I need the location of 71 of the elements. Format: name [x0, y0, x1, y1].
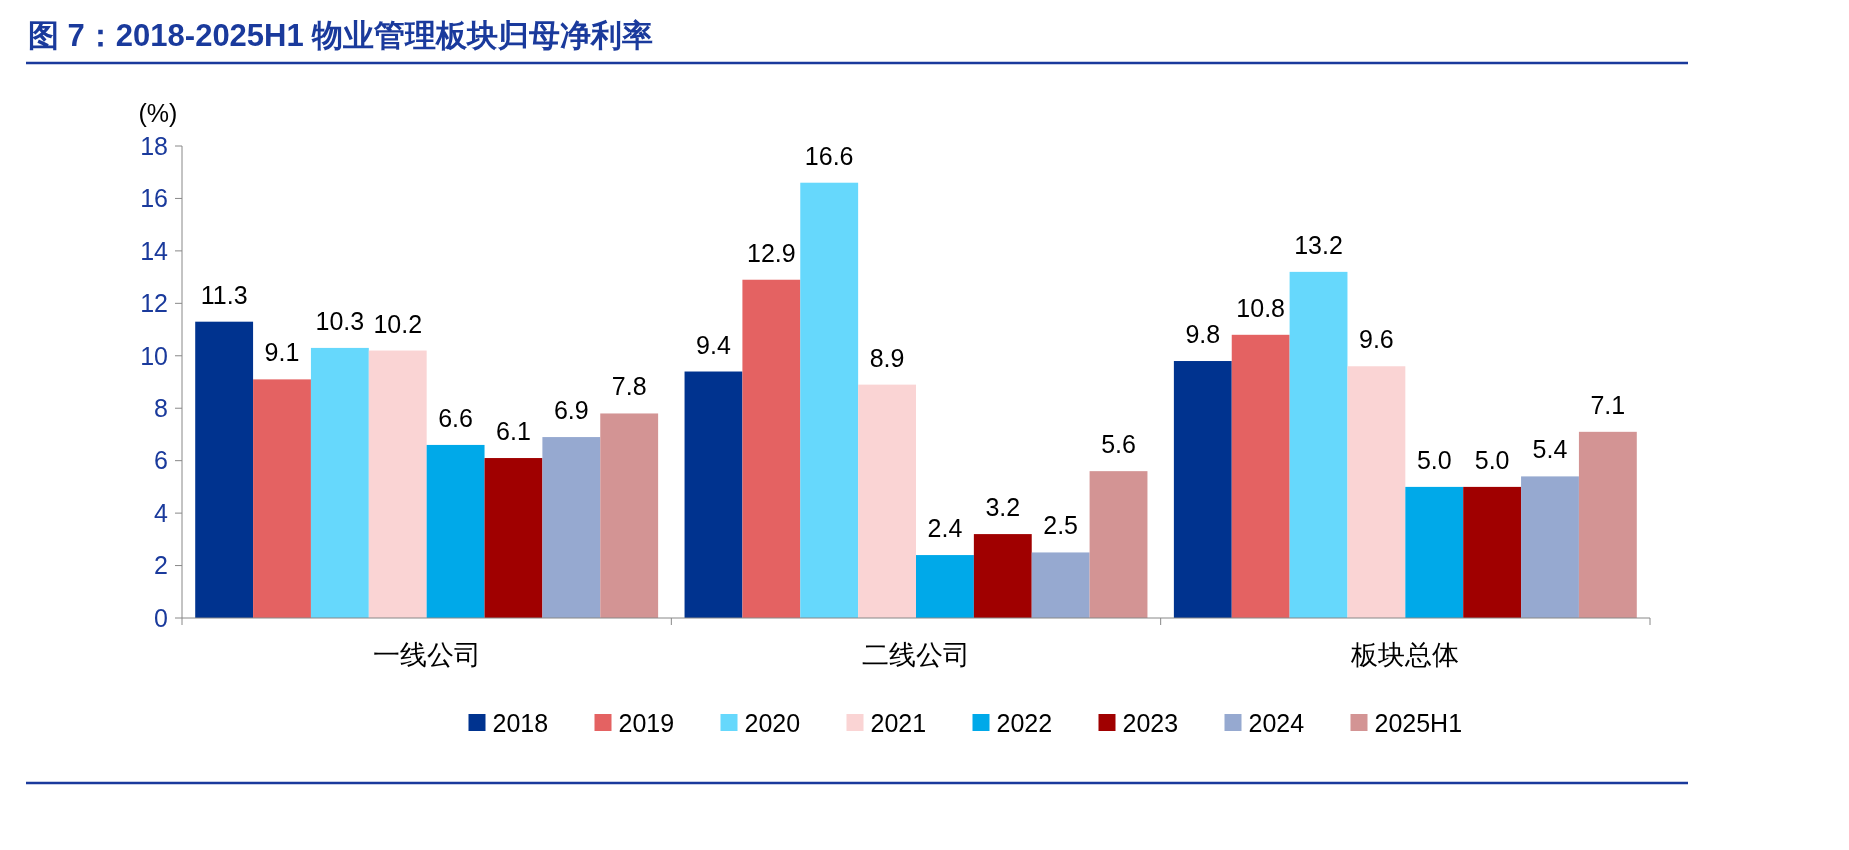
x-tick-label: 板块总体	[1350, 640, 1460, 670]
data-label: 5.0	[1416, 445, 1452, 474]
bar	[1521, 476, 1579, 618]
bar	[1405, 486, 1464, 618]
y-tick-label: 0	[154, 603, 168, 632]
y-tick-label: 10	[140, 341, 168, 370]
bar	[426, 444, 485, 618]
data-label: 10.2	[373, 309, 423, 338]
data-label: 10.3	[315, 306, 365, 335]
bar	[310, 347, 369, 618]
data-label: 10.8	[1236, 293, 1286, 322]
y-tick-label: 6	[154, 446, 168, 475]
data-label: 9.1	[264, 338, 300, 367]
data-label: 5.4	[1532, 435, 1568, 464]
bar	[600, 413, 659, 618]
bar	[916, 555, 974, 618]
y-tick-label: 2	[154, 551, 168, 580]
bar	[195, 321, 254, 618]
legend-label: 2024	[1248, 708, 1305, 737]
y-tick-label: 16	[140, 184, 168, 213]
bar	[1173, 361, 1232, 618]
data-label: 7.1	[1590, 390, 1626, 419]
data-label: 5.0	[1474, 445, 1510, 474]
bar	[1578, 431, 1637, 618]
bar	[684, 371, 743, 618]
legend-label: 2019	[618, 708, 675, 737]
legend-label: 2021	[870, 708, 927, 737]
data-label: 6.1	[496, 417, 531, 446]
data-label: 2.5	[1043, 511, 1079, 540]
data-label: 6.9	[553, 396, 589, 425]
bar	[542, 437, 601, 618]
y-tick-label: 18	[140, 131, 168, 160]
x-tick-label: 二线公司	[862, 640, 970, 670]
data-label: 5.6	[1101, 430, 1136, 459]
data-label: 11.3	[200, 280, 248, 309]
bar	[858, 384, 916, 618]
y-tick-label: 8	[154, 393, 168, 422]
data-label: 7.8	[611, 372, 647, 401]
bar	[800, 182, 859, 618]
data-label: 13.2	[1294, 230, 1343, 259]
data-label: 16.6	[804, 141, 854, 170]
bar	[368, 350, 427, 618]
legend-label: 2018	[492, 708, 549, 737]
data-label: 2.4	[927, 514, 963, 543]
data-label: 6.6	[438, 403, 473, 432]
bar	[484, 458, 543, 618]
bar	[253, 379, 311, 618]
data-label: 3.2	[985, 493, 1021, 522]
legend-label: 2025H1	[1374, 708, 1463, 737]
x-tick-label: 一线公司	[372, 640, 481, 670]
bar	[1289, 271, 1348, 618]
bar	[742, 279, 801, 618]
legend-label: 2022	[996, 708, 1053, 737]
y-axis-title: (%)	[138, 99, 178, 127]
data-label: 8.9	[869, 343, 905, 372]
bar	[973, 534, 1032, 618]
bar	[1347, 366, 1406, 618]
data-label: 9.6	[1359, 325, 1394, 354]
legend-label: 2020	[744, 708, 801, 737]
legend-label: 2023	[1122, 708, 1179, 737]
bar	[1031, 552, 1090, 618]
bar	[1231, 334, 1290, 618]
y-tick-label: 4	[154, 498, 169, 527]
bar	[1463, 486, 1522, 618]
y-tick-label: 12	[140, 289, 168, 318]
y-tick-label: 14	[140, 236, 169, 265]
bar	[1089, 471, 1148, 618]
chart-title: 图 7：2018-2025H1 物业管理板块归母净利率	[28, 18, 654, 53]
data-label: 9.8	[1185, 320, 1221, 349]
data-label: 12.9	[747, 238, 796, 267]
data-label: 9.4	[696, 330, 731, 359]
